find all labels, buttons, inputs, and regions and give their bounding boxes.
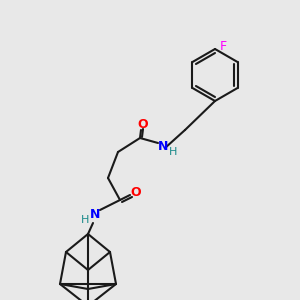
Text: H: H — [81, 215, 89, 225]
Text: F: F — [219, 40, 226, 53]
Text: H: H — [169, 147, 177, 157]
Text: O: O — [131, 185, 141, 199]
Text: N: N — [90, 208, 100, 220]
Text: N: N — [158, 140, 168, 154]
Text: O: O — [138, 118, 148, 130]
